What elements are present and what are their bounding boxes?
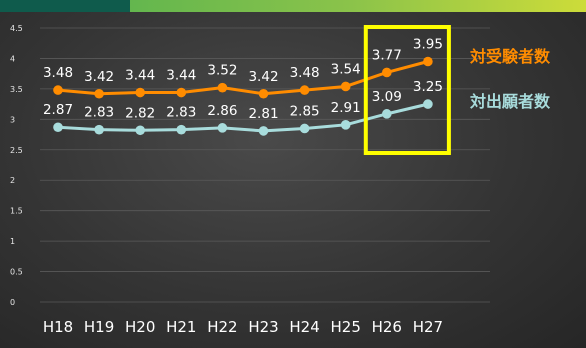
data-label: 2.82: [125, 105, 155, 121]
data-point: [382, 109, 392, 119]
data-point: [258, 126, 269, 136]
legend-series-2: 対出願者数: [469, 92, 551, 111]
y-tick-label: 0.5: [10, 268, 23, 277]
data-label: 3.44: [166, 68, 196, 84]
data-point: [94, 124, 104, 135]
x-tick-label: H19: [84, 318, 114, 336]
data-point: [135, 125, 145, 136]
data-point: [340, 120, 351, 130]
x-tick-label: H23: [248, 318, 278, 336]
data-label: 3.95: [413, 36, 443, 52]
data-label: 2.85: [290, 103, 320, 119]
x-tick-label: H20: [125, 318, 155, 336]
data-point: [176, 87, 187, 98]
y-tick-label: 0: [10, 298, 15, 307]
data-label: 3.09: [372, 89, 402, 105]
y-tick-label: 3: [10, 115, 15, 124]
x-tick-label: H24: [289, 318, 319, 336]
data-label: 3.54: [331, 61, 361, 77]
data-label: 3.48: [290, 65, 320, 81]
x-tick-label: H18: [43, 318, 73, 336]
data-point: [423, 99, 433, 109]
data-label: 2.83: [166, 105, 196, 121]
data-label: 3.42: [248, 69, 278, 85]
x-tick-label: H27: [413, 318, 443, 336]
top-accent-bar: [0, 0, 586, 12]
data-label: 3.42: [84, 69, 114, 85]
data-label: 2.83: [84, 105, 114, 121]
y-tick-label: 4: [10, 54, 15, 63]
data-point: [53, 85, 63, 95]
y-axis-ticks: 0 0.5 1 1.5 2 2.5 3 3.5 4 4.5: [10, 24, 23, 307]
x-tick-label: H25: [331, 318, 361, 336]
data-label: 3.48: [43, 65, 73, 81]
x-tick-label: H22: [207, 318, 237, 336]
y-tick-label: 3.5: [10, 85, 23, 94]
data-label: 3.77: [372, 47, 402, 63]
x-tick-label: H21: [166, 318, 196, 336]
data-label: 3.44: [125, 68, 155, 84]
data-label: 2.86: [207, 103, 237, 119]
data-point: [299, 85, 310, 95]
data-point: [176, 124, 187, 135]
data-label: 2.87: [43, 102, 73, 118]
data-point: [382, 67, 392, 78]
data-point: [135, 87, 145, 98]
top-tab-decoration: [0, 0, 130, 12]
data-point: [340, 81, 351, 92]
y-tick-label: 2.5: [10, 146, 23, 155]
data-point: [53, 122, 63, 133]
legend-series-1: 対受験者数: [469, 47, 551, 66]
data-point: [217, 82, 228, 93]
data-labels: 3.48 3.42 3.44 3.44 3.52 3.42 3.48 3.54 3.77 3.95…: [43, 36, 443, 121]
data-point: [299, 123, 310, 134]
highlight-box: [363, 25, 451, 155]
data-point: [217, 123, 228, 133]
data-point: [258, 88, 269, 99]
data-label: 2.81: [248, 106, 278, 122]
data-label: 3.25: [413, 79, 443, 95]
y-tick-label: 2: [10, 176, 15, 185]
x-axis-ticks: H18 H19 H20 H21 H22 H23 H24 H25 H26 H27: [43, 318, 443, 336]
data-label: 2.91: [331, 100, 361, 116]
y-tick-label: 1: [10, 237, 15, 246]
y-tick-label: 4.5: [10, 24, 23, 33]
data-point: [94, 88, 104, 99]
x-tick-label: H26: [372, 318, 402, 336]
y-tick-label: 1.5: [10, 207, 23, 216]
data-label: 3.52: [207, 63, 237, 79]
series-group: [53, 56, 433, 136]
data-point: [423, 56, 433, 67]
